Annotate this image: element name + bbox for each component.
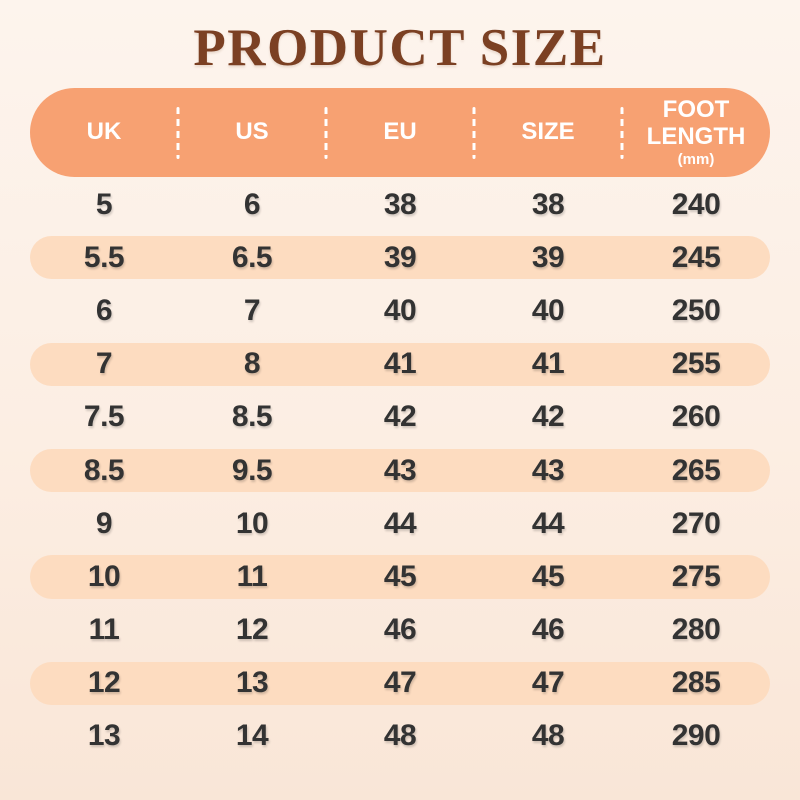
table-row: 6 7 40 40 250 bbox=[30, 284, 770, 337]
table-cell: 6 bbox=[243, 187, 261, 221]
table-row-pill: 7.5 8.5 42 42 260 bbox=[30, 396, 770, 439]
table-cell: 260 bbox=[671, 400, 721, 434]
table-body: 5 6 38 38 240 5.5 6.5 39 39 245 6 7 40 40 250 7 8 41 41 255… bbox=[30, 178, 770, 763]
table-cell: 46 bbox=[531, 613, 565, 647]
table-row: 9 10 44 44 270 bbox=[30, 497, 770, 550]
table-cell: 42 bbox=[531, 400, 565, 434]
table-cell: 42 bbox=[383, 400, 417, 434]
table-cell: 11 bbox=[236, 559, 268, 593]
table-cell: 43 bbox=[383, 453, 417, 487]
table-cell: 39 bbox=[383, 240, 417, 274]
table-cell: 250 bbox=[671, 293, 721, 327]
header-divider bbox=[620, 106, 624, 159]
column-header-label: UK bbox=[86, 118, 122, 146]
page-title: PRODUCT SIZE bbox=[193, 19, 607, 77]
table-row-pill: 9 10 44 44 270 bbox=[30, 502, 770, 545]
table-row: 11 12 46 46 280 bbox=[30, 604, 770, 657]
table-cell: 45 bbox=[383, 559, 417, 593]
table-cell: 8.5 bbox=[231, 400, 273, 434]
column-header-label: EU bbox=[383, 118, 417, 146]
table-row-pill: 5 6 38 38 240 bbox=[30, 183, 770, 226]
table-cell: 270 bbox=[671, 506, 721, 540]
table-cell: 38 bbox=[383, 187, 417, 221]
table-cell: 265 bbox=[671, 453, 721, 487]
table-row: 10 11 45 45 275 bbox=[30, 550, 770, 603]
table-cell: 290 bbox=[671, 719, 721, 753]
size-table: UK US EU SIZE FOOT LENGTH (mm) 5 6 38 38 240… bbox=[30, 88, 770, 763]
table-cell: 48 bbox=[531, 719, 565, 753]
table-row: 8.5 9.5 43 43 265 bbox=[30, 444, 770, 497]
table-cell: 7 bbox=[95, 347, 113, 381]
header-divider bbox=[176, 106, 180, 159]
table-cell: 10 bbox=[87, 559, 121, 593]
table-row: 7.5 8.5 42 42 260 bbox=[30, 391, 770, 444]
table-cell: 5.5 bbox=[83, 240, 125, 274]
column-header-label: FOOT LENGTH bbox=[646, 95, 746, 150]
table-cell: 6 bbox=[95, 293, 113, 327]
table-cell: 40 bbox=[383, 293, 417, 327]
table-row-pill: 5.5 6.5 39 39 245 bbox=[30, 236, 770, 280]
table-cell: 11 bbox=[88, 613, 120, 647]
table-row: 12 13 47 47 285 bbox=[30, 657, 770, 710]
column-header-foot-length: FOOT LENGTH (mm) bbox=[622, 88, 770, 177]
table-header: UK US EU SIZE FOOT LENGTH (mm) bbox=[30, 88, 770, 177]
column-header-us: US bbox=[178, 88, 326, 177]
table-cell: 9 bbox=[95, 506, 113, 540]
table-row: 13 14 48 48 290 bbox=[30, 710, 770, 763]
table-cell: 12 bbox=[235, 613, 269, 647]
table-cell: 5 bbox=[95, 187, 113, 221]
column-header-label: US bbox=[235, 118, 269, 146]
table-cell: 240 bbox=[671, 187, 721, 221]
column-header-label: SIZE bbox=[521, 118, 575, 146]
table-cell: 46 bbox=[383, 613, 417, 647]
table-cell: 38 bbox=[531, 187, 565, 221]
table-cell: 44 bbox=[383, 506, 417, 540]
table-cell: 255 bbox=[671, 347, 721, 381]
table-row-pill: 11 12 46 46 280 bbox=[30, 609, 770, 652]
column-header-eu: EU bbox=[326, 88, 474, 177]
table-cell: 14 bbox=[235, 719, 269, 753]
table-cell: 40 bbox=[531, 293, 565, 327]
table-row-pill: 10 11 45 45 275 bbox=[30, 555, 770, 599]
table-row-pill: 8.5 9.5 43 43 265 bbox=[30, 448, 770, 493]
table-cell: 47 bbox=[531, 666, 565, 700]
column-header-size: SIZE bbox=[474, 88, 622, 177]
column-header-unit: (mm) bbox=[677, 150, 715, 168]
header-divider bbox=[472, 106, 476, 159]
table-cell: 12 bbox=[87, 666, 121, 700]
table-cell: 41 bbox=[383, 347, 417, 381]
table-cell: 7.5 bbox=[83, 400, 125, 434]
table-row-pill: 12 13 47 47 285 bbox=[30, 661, 770, 705]
table-row-pill: 7 8 41 41 255 bbox=[30, 342, 770, 386]
column-header-uk: UK bbox=[30, 88, 178, 177]
table-cell: 245 bbox=[671, 240, 721, 274]
table-cell: 39 bbox=[531, 240, 565, 274]
table-row: 7 8 41 41 255 bbox=[30, 338, 770, 391]
table-cell: 41 bbox=[531, 347, 565, 381]
table-cell: 6.5 bbox=[231, 240, 273, 274]
table-cell: 280 bbox=[671, 613, 721, 647]
table-cell: 285 bbox=[671, 666, 721, 700]
table-cell: 45 bbox=[531, 559, 565, 593]
table-cell: 44 bbox=[531, 506, 565, 540]
table-cell: 48 bbox=[383, 719, 417, 753]
table-cell: 43 bbox=[531, 453, 565, 487]
table-cell: 10 bbox=[235, 506, 269, 540]
table-cell: 9.5 bbox=[231, 453, 273, 487]
table-row: 5.5 6.5 39 39 245 bbox=[30, 231, 770, 284]
table-cell: 47 bbox=[383, 666, 417, 700]
table-cell: 7 bbox=[243, 293, 261, 327]
table-cell: 13 bbox=[87, 719, 121, 753]
table-cell: 275 bbox=[671, 559, 721, 593]
table-row-pill: 6 7 40 40 250 bbox=[30, 289, 770, 332]
header-divider bbox=[324, 106, 328, 159]
table-cell: 8 bbox=[243, 347, 261, 381]
table-cell: 13 bbox=[235, 666, 269, 700]
table-cell: 8.5 bbox=[83, 453, 125, 487]
table-row: 5 6 38 38 240 bbox=[30, 178, 770, 231]
table-row-pill: 13 14 48 48 290 bbox=[30, 715, 770, 758]
